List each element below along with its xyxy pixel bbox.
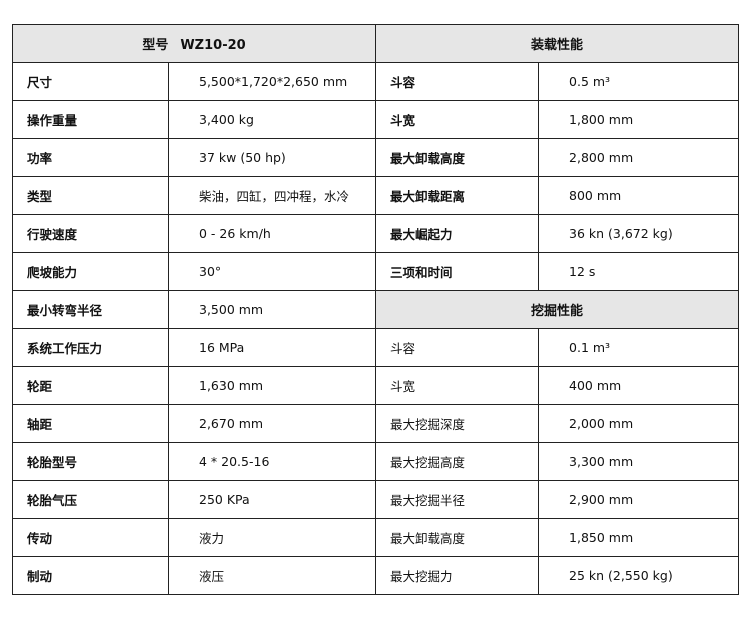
digger-value: 25 kn (2,550 kg) xyxy=(538,556,740,595)
spec-value: 30° xyxy=(167,252,377,291)
spec-label: 轮距 xyxy=(12,366,169,405)
spec-value: 3,500 mm xyxy=(167,290,377,329)
table-row: 轮胎气压 250 KPa 最大挖掘半径 2,900 mm xyxy=(12,480,740,519)
digger-label: 斗宽 xyxy=(375,366,540,405)
digger-label: 最大卸载高度 xyxy=(375,518,540,557)
spec-label: 系统工作压力 xyxy=(12,328,169,367)
spec-table: 型号 WZ10-20 装载性能 尺寸 5,500*1,720*2,650 mm 斗容 0.5… xyxy=(11,24,740,595)
loader-section-header: 装载性能 xyxy=(375,24,740,63)
spec-label: 传动 xyxy=(12,518,169,557)
table-row: 功率 37 kw (50 hp) 最大卸载高度 2,800 mm xyxy=(12,138,740,177)
loader-label: 斗容 xyxy=(375,62,540,101)
spec-label: 行驶速度 xyxy=(12,214,169,253)
spec-label: 爬坡能力 xyxy=(12,252,169,291)
spec-value: 37 kw (50 hp) xyxy=(167,138,377,177)
digger-value: 1,850 mm xyxy=(538,518,740,557)
loader-value: 0.5 m³ xyxy=(538,62,740,101)
digger-label: 最大挖掘半径 xyxy=(375,480,540,519)
table-row: 轮距 1,630 mm 斗宽 400 mm xyxy=(12,366,740,405)
digger-label: 最大挖掘深度 xyxy=(375,404,540,443)
loader-value: 1,800 mm xyxy=(538,100,740,139)
table-row: 轴距 2,670 mm 最大挖掘深度 2,000 mm xyxy=(12,404,740,443)
table-row: 爬坡能力 30° 三项和时间 12 s xyxy=(12,252,740,291)
model-header: 型号 WZ10-20 xyxy=(11,24,377,63)
spec-label: 尺寸 xyxy=(12,62,169,101)
spec-value: 柴油，四缸，四冲程，水冷 xyxy=(167,176,377,215)
digger-section-header: 挖掘性能 xyxy=(375,290,740,329)
loader-value: 2,800 mm xyxy=(538,138,740,177)
table-row: 轮胎型号 4 * 20.5-16 最大挖掘高度 3,300 mm xyxy=(12,442,740,481)
loader-label: 最大卸载距离 xyxy=(375,176,540,215)
digger-value: 400 mm xyxy=(538,366,740,405)
spec-label: 轮胎型号 xyxy=(12,442,169,481)
spec-label: 操作重量 xyxy=(12,100,169,139)
loader-label: 最大崛起力 xyxy=(375,214,540,253)
spec-value: 16 MPa xyxy=(167,328,377,367)
spec-value: 2,670 mm xyxy=(167,404,377,443)
header-row: 型号 WZ10-20 装载性能 xyxy=(11,24,740,63)
table-row: 传动 液力 最大卸载高度 1,850 mm xyxy=(12,518,740,557)
digger-label: 最大挖掘力 xyxy=(375,556,540,595)
digger-value: 2,900 mm xyxy=(538,480,740,519)
spec-value: 1,630 mm xyxy=(167,366,377,405)
digger-label: 斗容 xyxy=(375,328,540,367)
table-row: 行驶速度 0 - 26 km/h 最大崛起力 36 kn (3,672 kg) xyxy=(12,214,740,253)
digger-value: 3,300 mm xyxy=(538,442,740,481)
spec-value: 250 KPa xyxy=(167,480,377,519)
spec-value: 0 - 26 km/h xyxy=(167,214,377,253)
spec-label: 轴距 xyxy=(12,404,169,443)
loader-label: 三项和时间 xyxy=(375,252,540,291)
model-label: 型号 xyxy=(142,38,169,53)
loader-label: 最大卸载高度 xyxy=(375,138,540,177)
table-row: 操作重量 3,400 kg 斗宽 1,800 mm xyxy=(12,100,740,139)
spec-value: 5,500*1,720*2,650 mm xyxy=(167,62,377,101)
spec-value: 3,400 kg xyxy=(167,100,377,139)
table-row: 尺寸 5,500*1,720*2,650 mm 斗容 0.5 m³ xyxy=(12,62,740,101)
spec-label: 制动 xyxy=(12,556,169,595)
table-row: 类型 柴油，四缸，四冲程，水冷 最大卸载距离 800 mm xyxy=(12,176,740,215)
table-row: 系统工作压力 16 MPa 斗容 0.1 m³ xyxy=(12,328,740,367)
digger-label: 最大挖掘高度 xyxy=(375,442,540,481)
digger-value: 2,000 mm xyxy=(538,404,740,443)
loader-label: 斗宽 xyxy=(375,100,540,139)
loader-value: 800 mm xyxy=(538,176,740,215)
spec-label: 功率 xyxy=(12,138,169,177)
digger-value: 0.1 m³ xyxy=(538,328,740,367)
spec-label: 轮胎气压 xyxy=(12,480,169,519)
table-row: 制动 液压 最大挖掘力 25 kn (2,550 kg) xyxy=(12,556,740,595)
spec-label: 类型 xyxy=(12,176,169,215)
spec-value: 液力 xyxy=(167,518,377,557)
loader-value: 36 kn (3,672 kg) xyxy=(538,214,740,253)
loader-value: 12 s xyxy=(538,252,740,291)
spec-label: 最小转弯半径 xyxy=(12,290,169,329)
table-row: 最小转弯半径 3,500 mm 挖掘性能 xyxy=(12,290,740,329)
model-value: WZ10-20 xyxy=(180,38,246,53)
spec-value: 4 * 20.5-16 xyxy=(167,442,377,481)
spec-value: 液压 xyxy=(167,556,377,595)
